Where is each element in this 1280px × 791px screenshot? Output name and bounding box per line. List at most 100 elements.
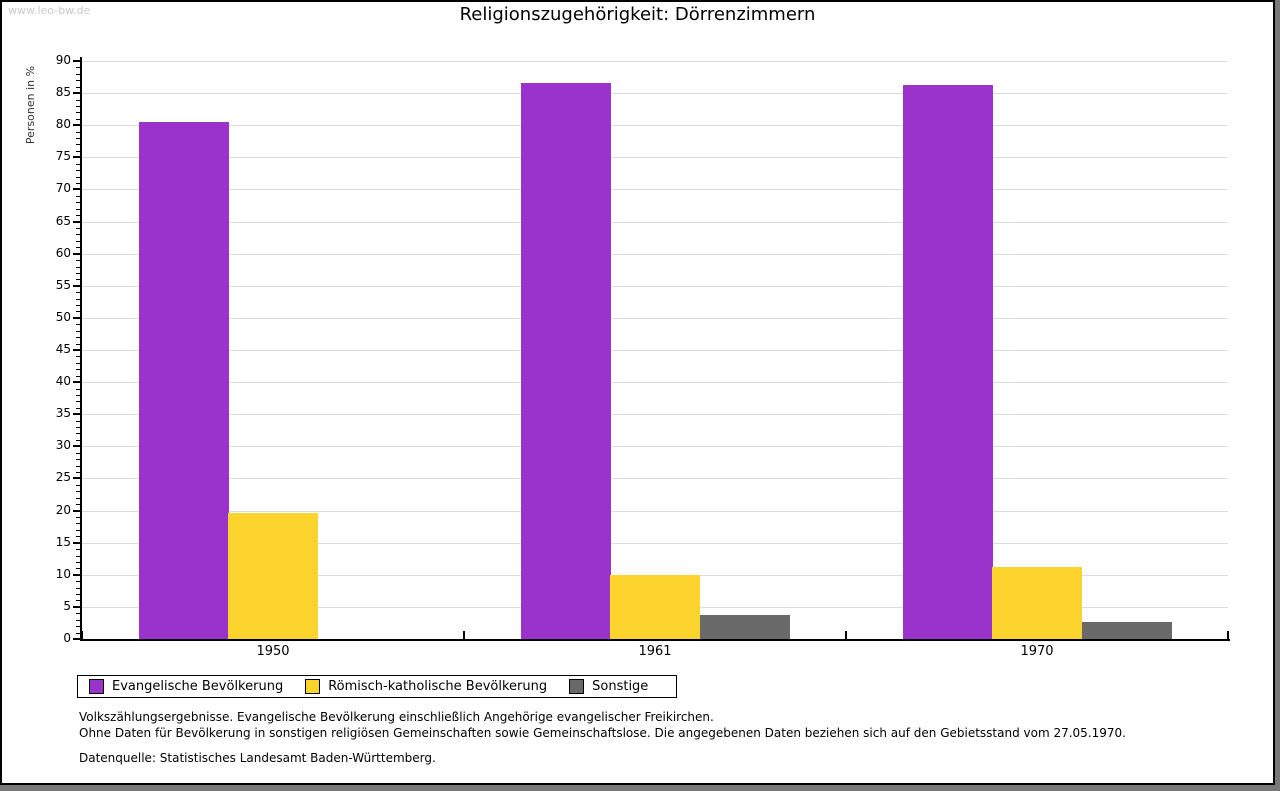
y-tick-label: 5: [63, 599, 71, 613]
y-minor-tick: [76, 440, 81, 441]
legend-label-evangelische: Evangelische Bevölkerung: [112, 679, 284, 694]
y-tick-label: 15: [55, 535, 71, 549]
data-source: Datenquelle: Statistisches Landesamt Bad…: [79, 751, 436, 765]
gridline: [82, 511, 1228, 512]
y-minor-tick: [76, 356, 81, 357]
y-major-tick: [73, 606, 81, 608]
y-tick-label: 20: [55, 503, 71, 517]
y-major-tick: [73, 156, 81, 158]
y-major-tick: [73, 317, 81, 319]
y-tick-label: 90: [55, 53, 71, 67]
bar-1950-series1: [228, 513, 318, 639]
y-minor-tick: [76, 517, 81, 518]
y-major-tick: [73, 221, 81, 223]
legend-item-katholische: Römisch-katholische Bevölkerung: [305, 679, 547, 694]
gridline: [82, 414, 1228, 415]
y-minor-tick: [76, 209, 81, 210]
y-minor-tick: [76, 305, 81, 306]
y-minor-tick: [76, 401, 81, 402]
y-axis-label: Personen in %: [24, 65, 37, 145]
y-tick-label: 80: [55, 117, 71, 131]
y-tick-label: 10: [55, 567, 71, 581]
y-minor-tick: [76, 67, 81, 68]
y-minor-tick: [76, 466, 81, 467]
x-axis-line: [80, 639, 1230, 641]
y-major-tick: [73, 413, 81, 415]
y-axis-line: [80, 57, 82, 641]
y-minor-tick: [76, 562, 81, 563]
y-minor-tick: [76, 273, 81, 274]
y-minor-tick: [76, 376, 81, 377]
y-minor-tick: [76, 498, 81, 499]
y-minor-tick: [76, 633, 81, 634]
y-minor-tick: [76, 620, 81, 621]
y-minor-tick: [76, 196, 81, 197]
y-minor-tick: [76, 138, 81, 139]
y-tick-label: 85: [55, 85, 71, 99]
y-minor-tick: [76, 132, 81, 133]
y-major-tick: [73, 542, 81, 544]
y-major-tick: [73, 92, 81, 94]
y-tick-label: 30: [55, 438, 71, 452]
y-minor-tick: [76, 485, 81, 486]
y-major-tick: [73, 253, 81, 255]
y-major-tick: [73, 638, 81, 640]
legend: Evangelische Bevölkerung Römisch-katholi…: [77, 675, 677, 698]
y-tick-label: 75: [55, 149, 71, 163]
y-minor-tick: [76, 292, 81, 293]
y-minor-tick: [76, 421, 81, 422]
y-tick-label: 45: [55, 342, 71, 356]
y-tick-label: 55: [55, 278, 71, 292]
chart-title: Religionszugehörigkeit: Dörrenzimmern: [459, 4, 816, 25]
y-minor-tick: [76, 459, 81, 460]
y-minor-tick: [76, 395, 81, 396]
y-minor-tick: [76, 389, 81, 390]
y-minor-tick: [76, 363, 81, 364]
bar-1970-series2: [1082, 622, 1172, 639]
footnote-line-1: Volkszählungsergebnisse. Evangelische Be…: [79, 710, 714, 724]
footnotes: Volkszählungsergebnisse. Evangelische Be…: [79, 710, 1229, 767]
bar-1961-series0: [521, 83, 611, 639]
legend-swatch-sonstige: [569, 679, 585, 694]
y-minor-tick: [76, 530, 81, 531]
legend-swatch-evangelische: [89, 679, 104, 694]
gridline: [82, 543, 1228, 544]
bar-1961-series1: [610, 575, 700, 639]
gridline: [82, 157, 1228, 158]
bar-1961-series2: [700, 615, 790, 639]
y-major-tick: [73, 445, 81, 447]
legend-label-katholische: Römisch-katholische Bevölkerung: [328, 679, 548, 694]
y-minor-tick: [76, 491, 81, 492]
y-major-tick: [73, 188, 81, 190]
y-minor-tick: [76, 267, 81, 268]
y-major-tick: [73, 60, 81, 62]
y-minor-tick: [76, 228, 81, 229]
y-minor-tick: [76, 87, 81, 88]
y-minor-tick: [76, 202, 81, 203]
gridline: [82, 254, 1228, 255]
x-boundary-tick: [81, 631, 83, 639]
watermark: www.leo-bw.de: [8, 4, 91, 17]
y-minor-tick: [76, 453, 81, 454]
gridline: [82, 478, 1228, 479]
bar-1970-series0: [903, 85, 993, 639]
y-minor-tick: [76, 112, 81, 113]
bar-1950-series0: [139, 122, 229, 639]
y-minor-tick: [76, 324, 81, 325]
y-minor-tick: [76, 581, 81, 582]
y-minor-tick: [76, 74, 81, 75]
y-tick-label: 0: [63, 631, 71, 645]
y-minor-tick: [76, 183, 81, 184]
y-minor-tick: [76, 556, 81, 557]
y-minor-tick: [76, 106, 81, 107]
y-minor-tick: [76, 119, 81, 120]
gridline: [82, 61, 1228, 62]
y-minor-tick: [76, 626, 81, 627]
y-minor-tick: [76, 331, 81, 332]
y-minor-tick: [76, 408, 81, 409]
gridline: [82, 93, 1228, 94]
y-major-tick: [73, 477, 81, 479]
y-minor-tick: [76, 151, 81, 152]
y-minor-tick: [76, 549, 81, 550]
